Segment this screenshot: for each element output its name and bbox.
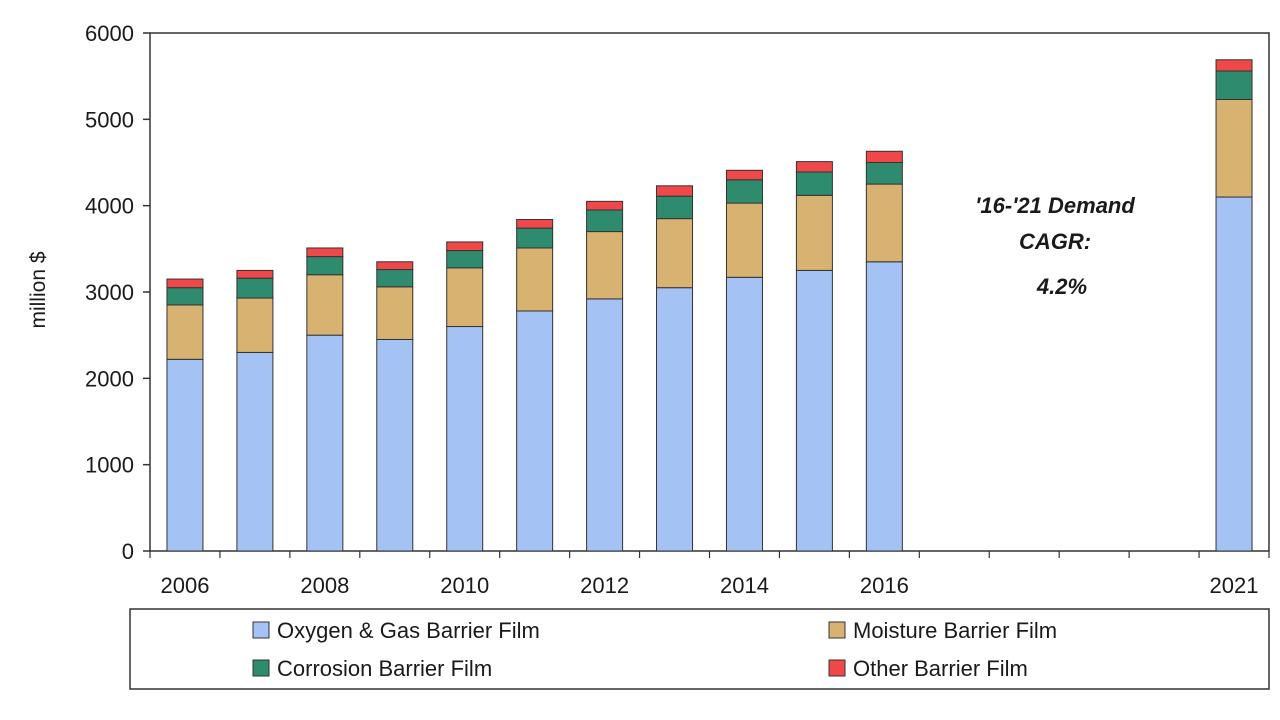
legend-label: Corrosion Barrier Film xyxy=(277,656,492,681)
x-tick-label: 2006 xyxy=(160,573,209,598)
bar-segment xyxy=(1215,98,1253,198)
bar-segment xyxy=(656,185,694,197)
bar-segment xyxy=(166,304,204,360)
bar-segment xyxy=(516,227,554,249)
bar-segment xyxy=(795,194,833,271)
bar-segment xyxy=(446,326,484,552)
bar-segment xyxy=(1215,196,1253,552)
x-axis: 2006 2008 2010 2012 2014 2016 2021 xyxy=(149,551,1270,598)
annotation-line-1: '16-'21 Demand xyxy=(975,193,1135,218)
bar-segment xyxy=(795,161,833,173)
bar-segment xyxy=(656,218,694,289)
cagr-annotation: '16-'21 Demand CAGR: 4.2% xyxy=(975,193,1135,299)
bar-segment xyxy=(376,261,414,271)
legend-label: Moisture Barrier Film xyxy=(853,618,1057,643)
bar-segment xyxy=(656,195,694,220)
y-tick-label: 2000 xyxy=(85,366,134,391)
bars-group xyxy=(166,59,1253,552)
bar-segment xyxy=(376,338,414,552)
legend-swatch xyxy=(252,621,270,639)
bar-segment xyxy=(795,171,833,196)
bar-segment xyxy=(586,200,624,211)
x-tick-label: 2008 xyxy=(300,573,349,598)
bar-segment xyxy=(306,256,344,276)
bar-segment xyxy=(725,202,763,278)
y-tick-label: 0 xyxy=(122,539,134,564)
bar-segment xyxy=(865,150,903,164)
y-tick-label: 1000 xyxy=(85,453,134,478)
legend-swatch xyxy=(828,621,846,639)
bar-segment xyxy=(586,209,624,233)
bar-segment xyxy=(376,286,414,340)
annotation-line-2: CAGR: xyxy=(1019,229,1091,254)
legend-box xyxy=(129,608,1270,690)
y-tick-label: 5000 xyxy=(85,107,134,132)
legend-swatch xyxy=(252,659,270,677)
y-tick-label: 4000 xyxy=(85,194,134,219)
bar-segment xyxy=(166,287,204,306)
annotation-line-3: 4.2% xyxy=(1036,274,1087,299)
bar-segment xyxy=(236,351,274,552)
bar-segment xyxy=(166,278,204,289)
x-tick-label: 2012 xyxy=(580,573,629,598)
bar-segment xyxy=(865,183,903,263)
legend-label: Oxygen & Gas Barrier Film xyxy=(277,618,540,643)
bar-segment xyxy=(795,269,833,552)
y-tick-label: 6000 xyxy=(85,21,134,46)
bar-segment xyxy=(306,247,344,258)
bar-segment xyxy=(446,267,484,328)
bar-segment xyxy=(446,241,484,252)
bar-segment xyxy=(1215,70,1253,100)
bar-segment xyxy=(865,261,903,552)
bar-segment xyxy=(516,310,554,552)
legend: Oxygen & Gas Barrier Film Moisture Barrie… xyxy=(129,608,1270,690)
bar-segment xyxy=(236,277,274,299)
legend-label: Other Barrier Film xyxy=(853,656,1028,681)
bar-segment xyxy=(1215,59,1253,72)
bar-segment xyxy=(166,358,204,552)
bar-segment xyxy=(865,162,903,185)
bar-segment xyxy=(725,276,763,552)
bar-segment xyxy=(306,334,344,552)
bar-segment xyxy=(586,298,624,552)
x-tick-label: 2021 xyxy=(1210,573,1259,598)
bar-segment xyxy=(446,250,484,269)
bar-segment xyxy=(516,218,554,229)
x-tick-label: 2010 xyxy=(440,573,489,598)
bar-segment xyxy=(236,269,274,279)
y-axis: 0 1000 2000 3000 4000 5000 6000 xyxy=(85,21,150,564)
y-tick-label: 3000 xyxy=(85,280,134,305)
legend-swatch xyxy=(828,659,846,677)
bar-segment xyxy=(236,297,274,353)
bar-segment xyxy=(306,274,344,336)
bar-segment xyxy=(516,247,554,312)
bar-segment xyxy=(725,169,763,181)
x-tick-label: 2014 xyxy=(720,573,769,598)
bar-segment xyxy=(656,287,694,552)
y-axis-title: million $ xyxy=(27,251,50,328)
bar-segment xyxy=(586,231,624,300)
bar-segment xyxy=(725,179,763,204)
bar-segment xyxy=(376,269,414,288)
x-tick-label: 2016 xyxy=(860,573,909,598)
